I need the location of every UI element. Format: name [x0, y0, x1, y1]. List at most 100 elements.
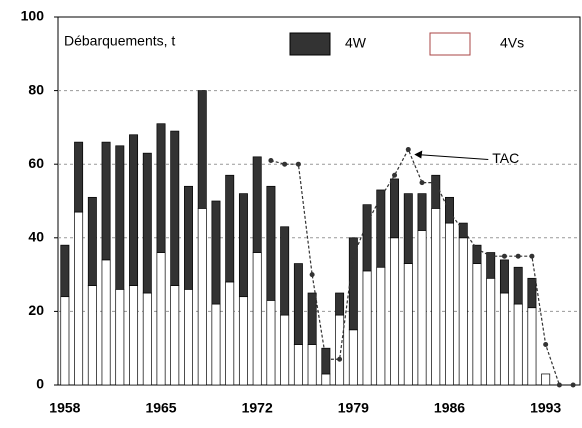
bar-segment — [307, 344, 317, 386]
line-marker — [268, 158, 274, 164]
bar-segment — [348, 237, 358, 331]
line-marker — [419, 180, 425, 186]
bar-segment — [280, 314, 290, 386]
bar-segment — [197, 90, 207, 209]
bar-segment — [252, 156, 262, 253]
line-marker — [433, 180, 439, 186]
line-marker — [529, 253, 535, 259]
bar-segment — [115, 145, 125, 290]
bar-segment — [321, 373, 331, 386]
bar-segment — [170, 130, 180, 286]
line-marker — [295, 161, 301, 167]
bar-segment — [293, 344, 303, 386]
line-marker — [392, 172, 398, 178]
legend-swatch — [289, 32, 331, 56]
bar-segment — [184, 185, 193, 290]
legend-label: 4Vs — [500, 35, 524, 51]
bar-segment — [541, 373, 551, 386]
line-marker — [282, 161, 288, 167]
bar-segment — [431, 208, 441, 386]
line-marker — [570, 382, 576, 388]
bar-segment — [390, 237, 400, 386]
line-marker — [378, 194, 384, 200]
line-marker — [350, 253, 356, 259]
bar-segment — [101, 141, 111, 261]
bar-segment — [335, 292, 345, 316]
y-tick-label: 100 — [21, 8, 45, 24]
bar-segment — [362, 204, 372, 272]
bar-segment — [197, 208, 207, 386]
bar-segment — [60, 296, 70, 386]
line-marker — [501, 253, 507, 259]
line-marker — [543, 342, 549, 348]
line-marker — [323, 356, 329, 362]
bar-segment — [238, 193, 248, 298]
line-marker — [515, 253, 521, 259]
bar-segment — [225, 174, 235, 283]
bar-segment — [335, 314, 345, 386]
bar-segment — [293, 263, 303, 345]
bar-segment — [458, 237, 468, 386]
bar-segment — [266, 185, 276, 301]
bar-segment — [417, 230, 427, 386]
bar-segment — [101, 259, 111, 386]
plot-frame — [57, 16, 581, 386]
bar-segment — [376, 189, 386, 268]
bar-segment — [445, 222, 454, 386]
bar-segment — [211, 303, 221, 386]
line-marker — [337, 356, 343, 362]
bar-segment — [87, 285, 97, 386]
bar-segment — [307, 292, 317, 345]
x-tick-label: 1972 — [242, 400, 273, 416]
x-tick-label: 1958 — [49, 400, 80, 416]
line-marker — [460, 227, 466, 233]
bar-segment — [472, 244, 482, 264]
bar-segment — [486, 277, 496, 386]
bar-segment — [225, 281, 235, 386]
line-marker — [488, 253, 494, 259]
line-marker — [474, 246, 480, 252]
bar-segment — [238, 296, 248, 386]
bar-segment — [87, 196, 97, 286]
bar-segment — [60, 244, 70, 298]
legend-label: 4W — [345, 35, 367, 51]
bar-segment — [513, 303, 523, 386]
line-marker — [405, 146, 411, 152]
bar-segment — [129, 285, 139, 386]
bar-segment — [129, 134, 139, 286]
bar-segment — [115, 288, 125, 386]
bar-segment — [156, 252, 166, 386]
legend-swatch — [429, 32, 471, 56]
bar-segment — [211, 200, 221, 305]
y-axis-label: Débarquements, t — [64, 33, 175, 49]
bar-segment — [156, 123, 166, 253]
y-tick-label: 80 — [28, 81, 44, 97]
x-tick-label: 1979 — [338, 400, 369, 416]
line — [270, 148, 574, 386]
line-marker — [364, 220, 370, 226]
line-marker — [556, 382, 562, 388]
bar-segment — [390, 178, 400, 239]
bar-segment — [74, 141, 84, 213]
y-tick-label: 40 — [28, 229, 44, 245]
bar-segment — [499, 259, 509, 294]
bar-segment — [499, 292, 509, 386]
bar-segment — [403, 263, 413, 386]
bar-segment — [252, 252, 262, 386]
bar-segment — [513, 266, 523, 305]
bar-segment — [472, 263, 482, 386]
bar-segment — [376, 266, 386, 386]
arrow-head — [414, 150, 423, 159]
x-tick-label: 1965 — [145, 400, 176, 416]
annotation-arrow — [416, 153, 489, 160]
bar-segment — [280, 226, 290, 316]
y-tick-label: 20 — [28, 302, 44, 318]
y-tick-label: 0 — [36, 376, 44, 392]
bar-segment — [266, 300, 276, 386]
bar-segment — [142, 292, 152, 386]
x-tick-label: 1993 — [530, 400, 561, 416]
bar-segment — [403, 193, 413, 264]
bar-segment — [74, 211, 84, 386]
x-tick-label: 1986 — [434, 400, 465, 416]
